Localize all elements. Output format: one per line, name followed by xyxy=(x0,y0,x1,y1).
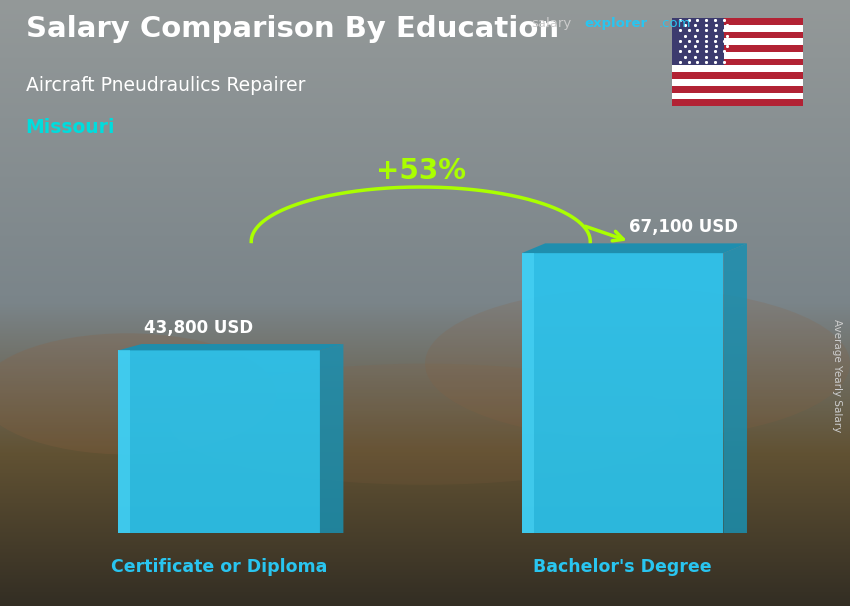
Bar xyxy=(672,32,803,38)
Bar xyxy=(672,18,724,65)
Text: Missouri: Missouri xyxy=(26,118,115,137)
Bar xyxy=(522,253,723,533)
Bar xyxy=(672,93,803,99)
Ellipse shape xyxy=(0,333,276,454)
Bar xyxy=(672,99,803,106)
Bar xyxy=(672,65,803,72)
Text: Aircraft Pneudraulics Repairer: Aircraft Pneudraulics Repairer xyxy=(26,76,305,95)
Bar xyxy=(672,38,803,45)
Text: explorer: explorer xyxy=(585,17,648,30)
Text: .com: .com xyxy=(659,17,691,30)
Bar xyxy=(672,52,803,59)
Bar xyxy=(672,59,803,65)
Text: Bachelor's Degree: Bachelor's Degree xyxy=(533,558,711,576)
Text: Certificate or Diploma: Certificate or Diploma xyxy=(110,558,327,576)
Bar xyxy=(118,350,130,533)
Text: salary: salary xyxy=(531,17,571,30)
Text: 67,100 USD: 67,100 USD xyxy=(628,218,738,236)
Bar xyxy=(672,18,803,25)
Polygon shape xyxy=(723,244,747,533)
Ellipse shape xyxy=(170,364,680,485)
Polygon shape xyxy=(320,344,343,533)
Polygon shape xyxy=(522,244,747,253)
Bar xyxy=(672,45,803,52)
Bar xyxy=(118,350,320,533)
Polygon shape xyxy=(118,344,343,350)
Bar xyxy=(672,72,803,79)
Text: +53%: +53% xyxy=(376,157,466,185)
Bar xyxy=(672,79,803,86)
Bar xyxy=(522,253,534,533)
Bar xyxy=(672,86,803,93)
Ellipse shape xyxy=(425,288,850,439)
Text: Salary Comparison By Education: Salary Comparison By Education xyxy=(26,15,558,43)
Bar xyxy=(672,25,803,32)
Text: 43,800 USD: 43,800 USD xyxy=(144,319,253,336)
Text: Average Yearly Salary: Average Yearly Salary xyxy=(832,319,842,432)
